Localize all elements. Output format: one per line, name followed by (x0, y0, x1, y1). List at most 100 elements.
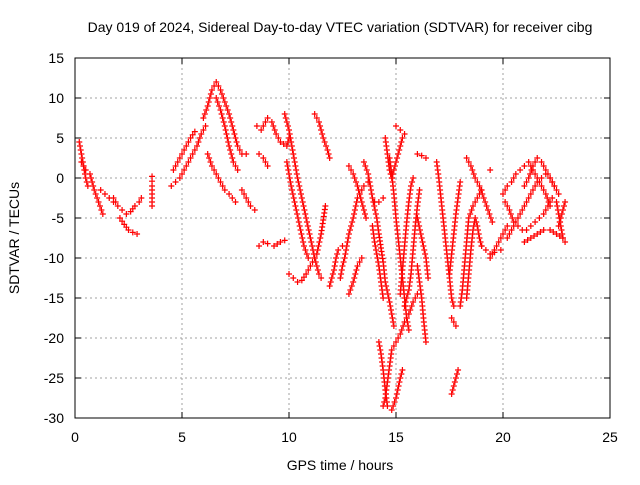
data-point (232, 163, 239, 169)
data-point (521, 239, 528, 245)
data-point (397, 375, 404, 381)
data-point (351, 275, 358, 281)
data-point (368, 187, 375, 193)
data-point (315, 243, 322, 249)
data-point (268, 119, 275, 125)
data-point (537, 229, 544, 235)
series-arc-18 (286, 263, 314, 285)
data-point (234, 167, 241, 173)
data-point (280, 141, 287, 147)
series-arc-43 (463, 155, 496, 225)
data-point (529, 187, 536, 193)
data-point (348, 167, 355, 173)
data-point (303, 215, 310, 221)
data-point (226, 191, 233, 197)
data-point (223, 131, 230, 137)
data-point (398, 371, 405, 377)
data-point (224, 135, 231, 141)
data-point (395, 383, 402, 389)
data-point (84, 183, 91, 189)
data-point (393, 123, 399, 129)
data-point (172, 179, 179, 185)
series-arc-38 (446, 179, 464, 277)
data-point (294, 211, 301, 217)
data-point (297, 191, 304, 197)
data-point (283, 119, 290, 125)
data-point (398, 139, 405, 145)
data-point (551, 183, 558, 189)
y-tick-label: 0 (56, 170, 64, 186)
data-point (333, 255, 340, 261)
series-arc-21 (337, 179, 372, 281)
data-point (448, 315, 455, 321)
y-tick-label: -25 (44, 370, 64, 386)
data-point (523, 179, 530, 185)
data-point (547, 175, 554, 181)
series-arc-16 (281, 111, 325, 281)
data-point (229, 195, 236, 201)
data-point (525, 159, 532, 165)
data-point (287, 179, 294, 185)
data-point (375, 199, 382, 205)
data-point (506, 207, 513, 213)
data-point (419, 239, 426, 245)
data-point (114, 203, 121, 209)
data-point (559, 231, 566, 237)
data-point (405, 323, 412, 329)
data-point (288, 139, 295, 145)
data-point (311, 255, 318, 261)
data-point (307, 235, 314, 241)
data-point (380, 403, 387, 409)
data-point (206, 155, 213, 161)
data-point (502, 227, 509, 233)
series-arc-34 (414, 263, 429, 345)
data-point (489, 219, 496, 225)
data-point (353, 267, 360, 273)
series-arc-35 (414, 151, 429, 161)
data-point (313, 115, 320, 121)
data-point (339, 263, 346, 269)
data-point (542, 207, 549, 213)
data-point (375, 259, 382, 265)
data-point (349, 219, 356, 225)
data-point (420, 243, 427, 249)
data-point (286, 175, 293, 181)
data-point (534, 231, 541, 237)
series-arc-14 (256, 151, 271, 169)
series-arc-11 (213, 95, 241, 173)
data-point (534, 155, 541, 161)
data-point (380, 195, 387, 201)
data-point (410, 299, 417, 305)
data-point (425, 275, 432, 281)
data-point (264, 240, 271, 247)
data-point (307, 263, 314, 269)
data-point (523, 227, 530, 233)
data-point (417, 231, 424, 237)
series-arc-05 (116, 215, 141, 237)
data-point (101, 191, 108, 197)
data-point (421, 247, 428, 253)
data-point (282, 115, 289, 121)
data-point (559, 235, 566, 241)
data-point (449, 387, 456, 393)
data-point (527, 171, 534, 177)
data-point (353, 179, 360, 185)
data-point (465, 215, 472, 221)
data-point (314, 267, 321, 273)
data-point (230, 127, 237, 133)
data-point (521, 183, 528, 189)
data-point (482, 247, 489, 253)
data-point (485, 207, 492, 213)
data-point (390, 319, 397, 325)
data-marks (76, 79, 569, 413)
data-point (253, 123, 260, 129)
data-point (256, 243, 263, 249)
data-point (217, 179, 224, 185)
data-point (183, 143, 190, 149)
data-point (345, 291, 352, 297)
data-point (472, 175, 479, 181)
data-point (416, 223, 423, 229)
data-point (318, 127, 325, 133)
series-arc-32 (401, 187, 423, 309)
data-point (205, 99, 212, 105)
